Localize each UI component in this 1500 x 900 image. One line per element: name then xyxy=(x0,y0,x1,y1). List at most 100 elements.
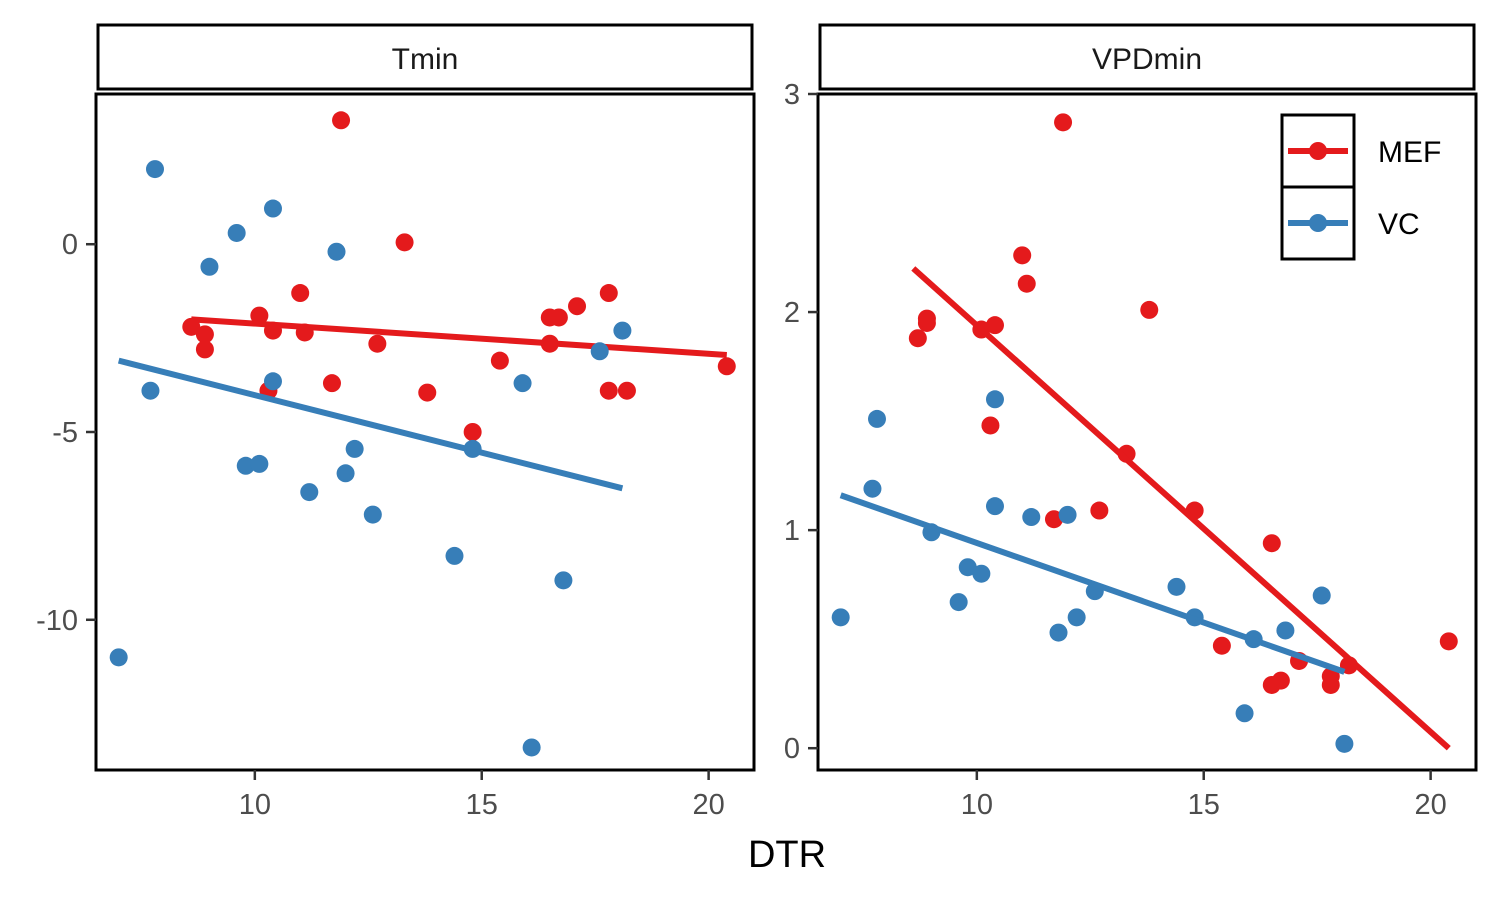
data-point-mef xyxy=(1017,274,1036,293)
y-tick-label: -10 xyxy=(36,605,78,637)
data-point-vc xyxy=(263,199,282,218)
data-point-mef xyxy=(1013,246,1032,265)
data-point-mef xyxy=(463,423,482,441)
data-point-vc xyxy=(327,242,346,261)
x-tick-label: 20 xyxy=(692,789,724,821)
data-point-vc xyxy=(363,505,382,524)
data-point-vc xyxy=(513,374,532,393)
y-tick-label: 2 xyxy=(784,297,800,329)
data-point-mef xyxy=(195,340,214,359)
x-tick-label: 10 xyxy=(239,789,271,821)
data-point-vc xyxy=(949,593,968,612)
data-point-vc xyxy=(1067,608,1086,627)
data-point-vc xyxy=(145,160,164,179)
data-point-vc xyxy=(200,257,219,276)
data-point-mef xyxy=(322,374,341,393)
series-mef xyxy=(908,113,1458,751)
data-point-vc xyxy=(236,456,255,475)
data-point-mef xyxy=(1140,300,1159,319)
panel-strip xyxy=(818,23,1476,91)
data-point-mef xyxy=(490,351,509,370)
y-tick-label: 3 xyxy=(784,79,800,111)
data-point-vc xyxy=(1235,704,1254,723)
panel-title: VPDmin xyxy=(1092,43,1202,76)
data-point-mef xyxy=(1262,534,1281,553)
data-point-vc xyxy=(985,390,1004,409)
data-point-vc xyxy=(300,483,319,502)
data-point-vc xyxy=(141,381,160,400)
data-point-vc xyxy=(250,454,269,473)
x-tick-label: 15 xyxy=(466,789,498,821)
data-point-vc xyxy=(109,648,128,667)
x-tick-label: 15 xyxy=(1188,789,1220,821)
data-point-mef xyxy=(908,329,927,348)
legend-marker-vc xyxy=(1309,214,1327,232)
y-tick-label: 0 xyxy=(62,229,78,261)
data-point-vc xyxy=(958,558,977,577)
data-point-vc xyxy=(985,497,1004,516)
panel-strip xyxy=(96,23,754,91)
data-point-vc xyxy=(867,409,886,428)
data-point-mef xyxy=(368,334,387,353)
data-point-mef xyxy=(1044,510,1063,529)
data-point-mef xyxy=(418,383,437,402)
y-tick-label: -5 xyxy=(52,417,78,449)
data-point-vc xyxy=(345,439,364,458)
panel-vpdmin: VPDmin 10 15 20 0 1 2 3 xyxy=(784,23,1478,821)
series-vc xyxy=(831,390,1354,753)
data-point-mef xyxy=(568,297,587,316)
data-point-vc xyxy=(831,608,850,627)
data-point-mef xyxy=(395,233,414,252)
data-point-mef xyxy=(981,416,1000,435)
panel-border xyxy=(94,92,756,772)
data-point-vc xyxy=(1058,505,1077,524)
data-point-mef xyxy=(1054,113,1073,132)
data-point-vc xyxy=(972,564,991,583)
data-point-mef xyxy=(332,111,351,130)
data-point-vc xyxy=(227,223,246,242)
x-tick-label: 10 xyxy=(961,789,993,821)
y-tick-label: 0 xyxy=(784,733,800,765)
data-point-vc xyxy=(263,372,282,391)
data-point-mef xyxy=(291,284,310,303)
legend-label-mef: MEF xyxy=(1378,136,1441,169)
data-point-vc xyxy=(1335,734,1354,753)
panel-tmin: Tmin 10 15 20 0 -5 -10 xyxy=(36,23,756,821)
data-point-vc xyxy=(1167,577,1186,596)
legend-marker-mef xyxy=(1309,142,1327,160)
data-point-vc xyxy=(522,738,541,757)
trend-line-vc xyxy=(117,357,624,492)
data-point-mef xyxy=(1090,501,1109,520)
data-point-mef xyxy=(1271,671,1290,690)
legend-label-vc: VC xyxy=(1378,208,1420,241)
data-point-vc xyxy=(613,321,632,340)
trend-line-mef xyxy=(191,316,727,359)
data-point-mef xyxy=(1212,636,1231,655)
data-point-vc xyxy=(590,342,609,361)
trend-line-mef xyxy=(911,266,1451,751)
data-point-vc xyxy=(1049,623,1068,642)
data-point-vc xyxy=(863,479,882,498)
data-point-mef xyxy=(917,309,936,328)
data-point-mef xyxy=(195,325,214,344)
data-point-vc xyxy=(445,546,464,565)
data-point-vc xyxy=(1312,586,1331,605)
series-vc xyxy=(109,160,632,757)
trend-line-vc xyxy=(839,492,1346,675)
series-mef xyxy=(182,111,736,441)
data-point-vc xyxy=(1022,508,1041,527)
panel-title: Tmin xyxy=(392,43,459,76)
panel-border xyxy=(816,92,1478,772)
data-point-mef xyxy=(1321,675,1340,694)
data-point-mef xyxy=(617,381,636,400)
data-point-mef xyxy=(717,357,736,376)
data-point-vc xyxy=(554,571,573,590)
data-point-vc xyxy=(1276,621,1295,640)
data-point-mef xyxy=(1439,632,1458,651)
x-tick-label: 20 xyxy=(1414,789,1446,821)
legend: MEF VC xyxy=(1280,113,1441,261)
data-point-mef xyxy=(985,316,1004,335)
y-tick-label: 1 xyxy=(784,515,800,547)
data-point-mef xyxy=(599,381,618,400)
